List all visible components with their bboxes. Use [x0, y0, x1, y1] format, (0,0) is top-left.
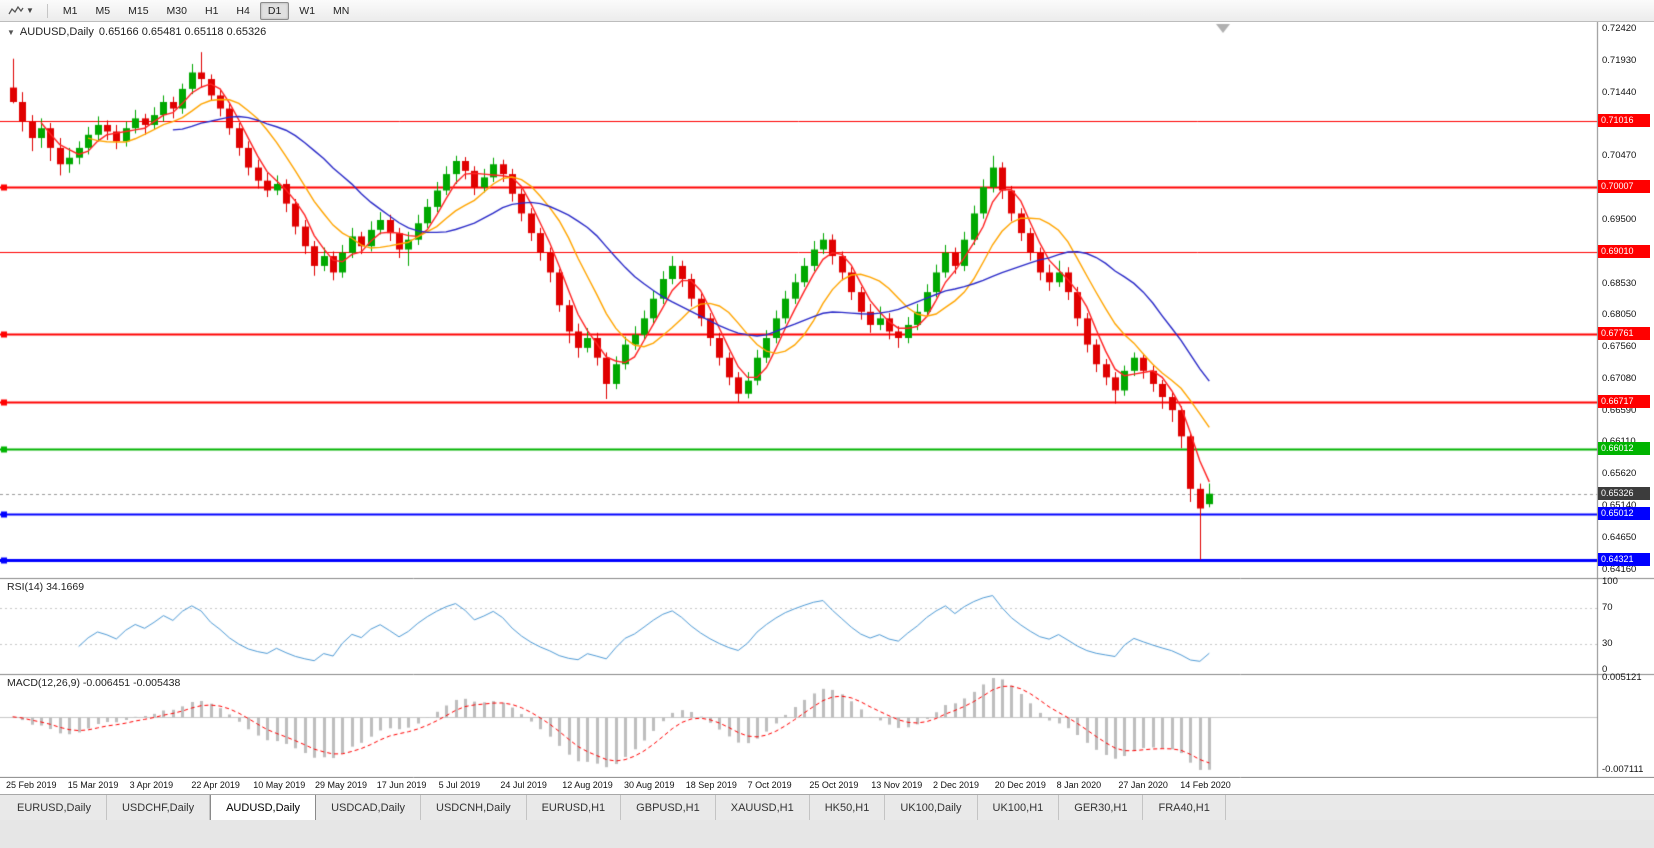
date-label: 25 Oct 2019 — [809, 780, 859, 790]
timeframe-button-h1[interactable]: H1 — [204, 4, 219, 17]
date-label: 2 Dec 2019 — [933, 780, 980, 790]
timeframe-button-group: M1 M5 M15 M30 H1 H4 D1 W1 MN — [55, 1, 357, 20]
timeframe-button-h4[interactable]: H4 — [236, 4, 250, 17]
date-label: 13 Nov 2019 — [871, 780, 923, 790]
tab-audusd-daily[interactable]: AUDUSD,Daily — [210, 795, 317, 820]
chart-ohlc-values: 0.65166 0.65481 0.65118 0.65326 — [98, 26, 267, 38]
date-label: 3 Apr 2019 — [129, 780, 174, 790]
time-axis[interactable]: 25 Feb 2019 15 Mar 2019 3 Apr 2019 22 Apr 2… — [0, 778, 1654, 794]
tab-eurusd-h1[interactable]: EURUSD,H1 — [526, 795, 622, 820]
date-label: 30 Aug 2019 — [624, 780, 675, 790]
tab-uk100-daily[interactable]: UK100,Daily — [885, 795, 978, 820]
date-label: 17 Jun 2019 — [376, 780, 427, 790]
chart-symbol-label: AUDUSD,Daily — [19, 26, 94, 38]
date-label: 22 Apr 2019 — [191, 780, 240, 790]
date-label: 29 May 2019 — [315, 780, 368, 790]
tab-hk50-h1[interactable]: HK50,H1 — [809, 795, 886, 820]
date-label: 8 Jan 2020 — [1056, 780, 1102, 790]
tab-ger30-h1[interactable]: GER30,H1 — [1059, 795, 1144, 820]
date-label: 18 Sep 2019 — [685, 780, 737, 790]
date-label: 12 Aug 2019 — [562, 780, 613, 790]
chart-title: ▼ AUDUSD,Daily 0.65166 0.65481 0.65118 0… — [7, 26, 266, 38]
tab-usdcad-daily[interactable]: USDCAD,Daily — [316, 795, 422, 820]
date-label: 25 Feb 2019 — [6, 780, 57, 790]
toolbar-separator — [46, 3, 48, 18]
date-label: 20 Dec 2019 — [994, 780, 1046, 790]
tab-usdchf-daily[interactable]: USDCHF,Daily — [106, 795, 211, 820]
date-label: 27 Jan 2020 — [1118, 780, 1168, 790]
timeframe-button-m5[interactable]: M5 — [95, 4, 111, 17]
timeframe-button-d1[interactable]: D1 — [259, 1, 290, 20]
date-label: 10 May 2019 — [253, 780, 306, 790]
tab-gbpusd-h1[interactable]: GBPUSD,H1 — [621, 795, 716, 820]
timeframe-button-mn[interactable]: MN — [333, 4, 350, 17]
date-label: 15 Mar 2019 — [67, 780, 119, 790]
chart-tabs-bar: EURUSD,Daily USDCHF,Daily AUDUSD,Daily USDC… — [0, 794, 1654, 820]
price-chart-canvas[interactable] — [0, 22, 1654, 778]
tab-eurusd-daily[interactable]: EURUSD,Daily — [2, 795, 107, 820]
macd-indicator-label: MACD(12,26,9) -0.006451 -0.005438 — [7, 677, 181, 689]
timeframe-button-w1[interactable]: W1 — [299, 4, 316, 17]
chart-area: 0.72420 0.71930 0.71440 0.70470 0.69500 0.685… — [0, 22, 1654, 778]
rsi-indicator-label: RSI(14) 34.1669 — [7, 581, 85, 593]
chart-mode-icon[interactable] — [6, 3, 26, 19]
collapse-triangle-icon[interactable]: ▼ — [7, 27, 15, 37]
timeframe-toolbar: ▼ M1 M5 M15 M30 H1 H4 D1 W1 MN — [0, 0, 1654, 22]
date-label: 24 Jul 2019 — [500, 780, 547, 790]
tab-xauusd-h1[interactable]: XAUUSD,H1 — [715, 795, 810, 820]
timeframe-button-m1[interactable]: M1 — [62, 4, 78, 17]
tab-usdcnh-daily[interactable]: USDCNH,Daily — [421, 795, 527, 820]
timeframe-button-m15[interactable]: M15 — [128, 4, 149, 17]
tab-fra40-h1[interactable]: FRA40,H1 — [1143, 795, 1226, 820]
date-label: 14 Feb 2020 — [1180, 780, 1231, 790]
timeframe-button-m30[interactable]: M30 — [166, 4, 187, 17]
dropdown-caret-icon[interactable]: ▼ — [26, 6, 34, 15]
date-label: 7 Oct 2019 — [747, 780, 792, 790]
tab-uk100-h1[interactable]: UK100,H1 — [977, 795, 1060, 820]
date-label: 5 Jul 2019 — [438, 780, 481, 790]
